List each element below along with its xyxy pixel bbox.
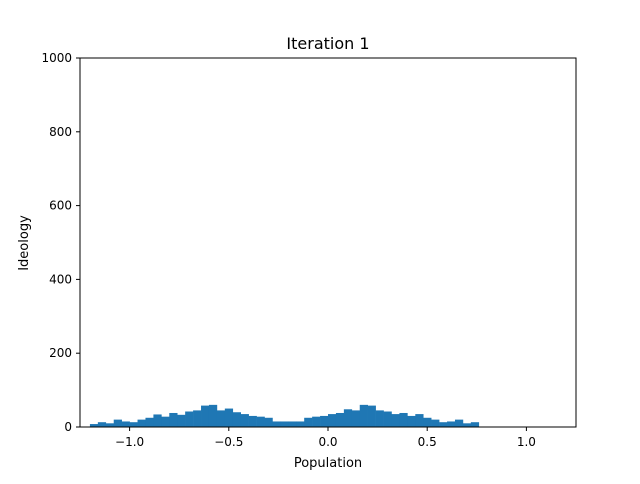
histogram-bar: [224, 408, 234, 427]
histogram-bar: [415, 414, 424, 427]
histogram-bar: [232, 412, 242, 427]
histogram-bar: [161, 416, 170, 427]
x-tick-label: −1.0: [115, 435, 144, 449]
histogram-bar: [177, 414, 186, 427]
histogram-bar: [312, 416, 321, 427]
x-tick-label: 0.0: [318, 435, 337, 449]
histogram-bar: [248, 415, 257, 427]
histogram-bar: [272, 421, 281, 427]
histogram-bar: [407, 415, 416, 427]
y-tick-label: 0: [64, 420, 72, 434]
histogram-bar: [288, 421, 297, 427]
histogram-bar: [367, 405, 376, 427]
x-tick-label: −0.5: [214, 435, 243, 449]
histogram-bar: [470, 422, 480, 427]
plot-frame: [79, 57, 577, 428]
histogram-bar: [153, 414, 162, 427]
x-tick-label: 1.0: [517, 435, 536, 449]
histogram-bar: [304, 417, 313, 427]
histogram-bar: [391, 414, 400, 427]
histogram-bar: [280, 421, 289, 427]
histogram-bar: [423, 417, 432, 427]
y-axis: 0 200 400 600 800 1000: [41, 51, 80, 434]
histogram-bar: [439, 422, 448, 427]
y-tick-label: 400: [49, 272, 72, 286]
x-tick-label: 0.5: [418, 435, 437, 449]
histogram-bar: [264, 417, 273, 427]
histogram-bar: [343, 409, 353, 427]
y-tick-label: 600: [49, 199, 72, 213]
histogram-bar: [145, 417, 154, 427]
histogram-bar: [399, 412, 408, 427]
y-tick-label: 1000: [41, 51, 72, 65]
histogram-bar: [113, 419, 122, 427]
histogram-bar: [89, 424, 99, 427]
histogram-bar: [193, 410, 202, 427]
x-axis: −1.0 −0.5 0.0 0.5 1.0: [115, 427, 536, 449]
histogram-bar: [201, 405, 210, 427]
histogram-bar: [97, 422, 107, 427]
histogram-bar: [328, 414, 337, 427]
histogram-bar: [431, 419, 440, 427]
y-tick-label: 800: [49, 125, 72, 139]
histogram-bar: [121, 421, 130, 427]
histogram-bar: [216, 410, 226, 427]
histogram-bar: [169, 412, 178, 427]
histogram-bar: [320, 415, 329, 427]
y-tick-label: 200: [49, 346, 72, 360]
histogram-bar: [375, 410, 384, 427]
histogram-bar: [240, 414, 249, 427]
histogram-bar: [137, 419, 146, 427]
chart-title: Iteration 1: [286, 34, 369, 53]
histogram-bar: [335, 412, 345, 427]
histogram-bar: [129, 422, 138, 427]
histogram-bar: [351, 410, 361, 427]
histogram-bar: [462, 423, 472, 427]
histogram-bar: [208, 404, 218, 427]
histogram-bar: [185, 411, 194, 427]
histogram-bar: [296, 421, 305, 427]
histogram-bar: [256, 416, 265, 427]
histogram-bar: [105, 423, 115, 427]
histogram-bar: [383, 411, 392, 427]
bars-group: [89, 404, 480, 427]
y-axis-label: Ideology: [17, 215, 32, 271]
histogram-bar: [359, 404, 368, 427]
x-axis-label: Population: [294, 456, 362, 471]
histogram-bar: [447, 421, 456, 427]
histogram-bar: [454, 419, 464, 427]
